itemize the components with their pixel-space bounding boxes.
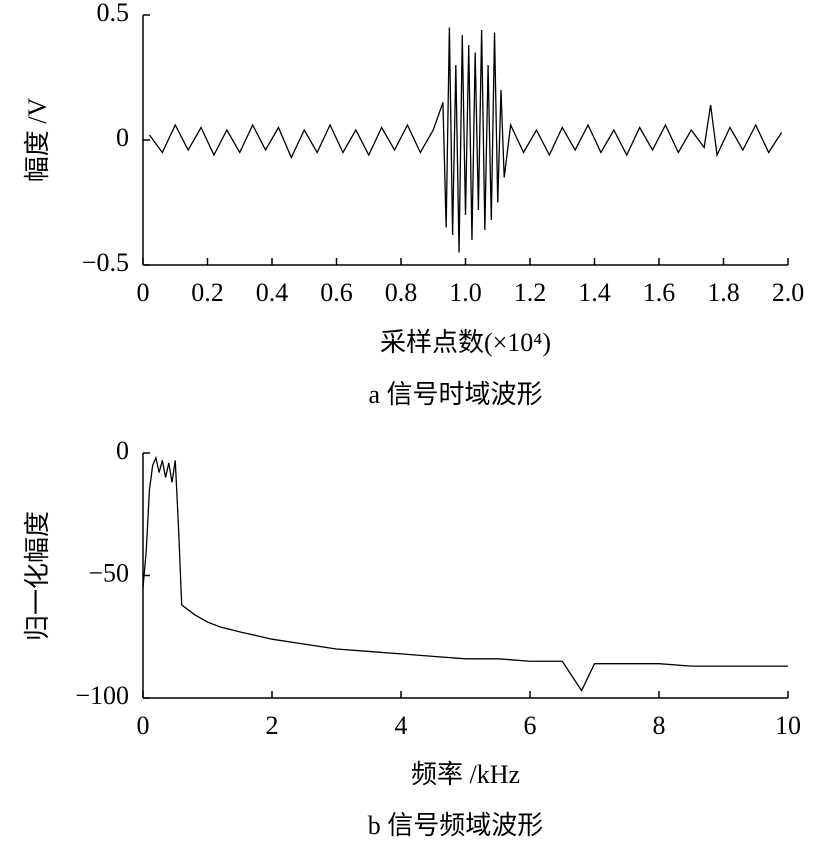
x-tick-label: 0.2 xyxy=(191,278,224,307)
x-tick-label: 2.0 xyxy=(772,278,805,307)
x-tick-label: 8 xyxy=(653,711,666,740)
caption: a 信号时域波形 xyxy=(368,380,542,409)
x-axis-label: 采样点数(×10⁴) xyxy=(380,328,551,357)
signal-line xyxy=(142,455,788,692)
x-tick-label: 0 xyxy=(137,278,150,307)
x-tick-label: 1.2 xyxy=(514,278,547,307)
caption: b 信号频域波形 xyxy=(368,811,544,840)
x-tick-label: 4 xyxy=(395,711,408,740)
x-tick-label: 0.8 xyxy=(385,278,418,307)
y-axis-label: 幅度 /V xyxy=(23,98,52,183)
y-axis-label: 归一化幅度 xyxy=(23,511,52,641)
x-tick-label: 1.8 xyxy=(707,278,740,307)
x-tick-label: 2 xyxy=(266,711,279,740)
y-tick-label: −0.5 xyxy=(82,248,129,277)
x-tick-label: 0 xyxy=(137,711,150,740)
x-tick-label: 6 xyxy=(524,711,537,740)
x-axis-label: 频率 /kHz xyxy=(411,760,520,789)
y-tick-label: 0 xyxy=(116,436,129,465)
x-tick-label: 0.6 xyxy=(320,278,353,307)
y-tick-label: −50 xyxy=(88,558,129,587)
y-tick-label: 0.5 xyxy=(97,0,130,27)
x-tick-label: 1.4 xyxy=(578,278,611,307)
x-tick-label: 0.4 xyxy=(256,278,289,307)
x-tick-label: 1.0 xyxy=(449,278,482,307)
x-tick-label: 1.6 xyxy=(643,278,676,307)
signal-line xyxy=(148,27,783,253)
y-tick-label: 0 xyxy=(116,123,129,152)
x-tick-label: 10 xyxy=(775,711,801,740)
y-tick-label: −100 xyxy=(75,681,129,710)
